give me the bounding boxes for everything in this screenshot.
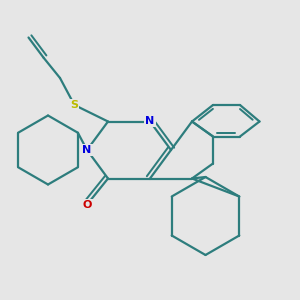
Text: S: S — [70, 100, 78, 110]
Text: O: O — [82, 200, 92, 210]
Text: N: N — [146, 116, 154, 127]
Text: N: N — [82, 145, 91, 155]
